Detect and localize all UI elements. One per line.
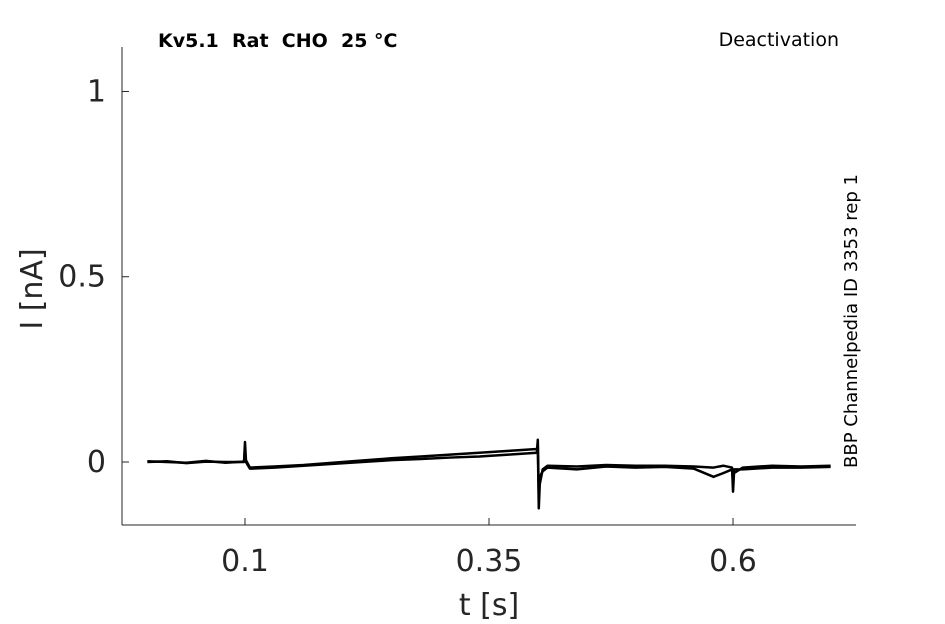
y-tick-label: 1 [87,74,106,109]
x-tick-label: 0.6 [709,544,757,579]
y-tick-label: 0.5 [58,260,106,295]
annotation: BBP Channelpedia ID 3353 rep 1 [841,174,862,468]
x-tick-label: 0.1 [221,544,269,579]
y-axis-label: I [nA] [15,248,50,329]
line-series [147,440,831,510]
y-tick-label: 0 [87,445,106,480]
x-tick-label: 0.35 [456,544,523,579]
chart-subtitle: Deactivation [719,29,839,51]
x-axis-label: t [s] [459,588,519,623]
line-series [147,438,831,497]
chart-title: Kv5.1 Rat CHO 25 °C [158,30,398,52]
